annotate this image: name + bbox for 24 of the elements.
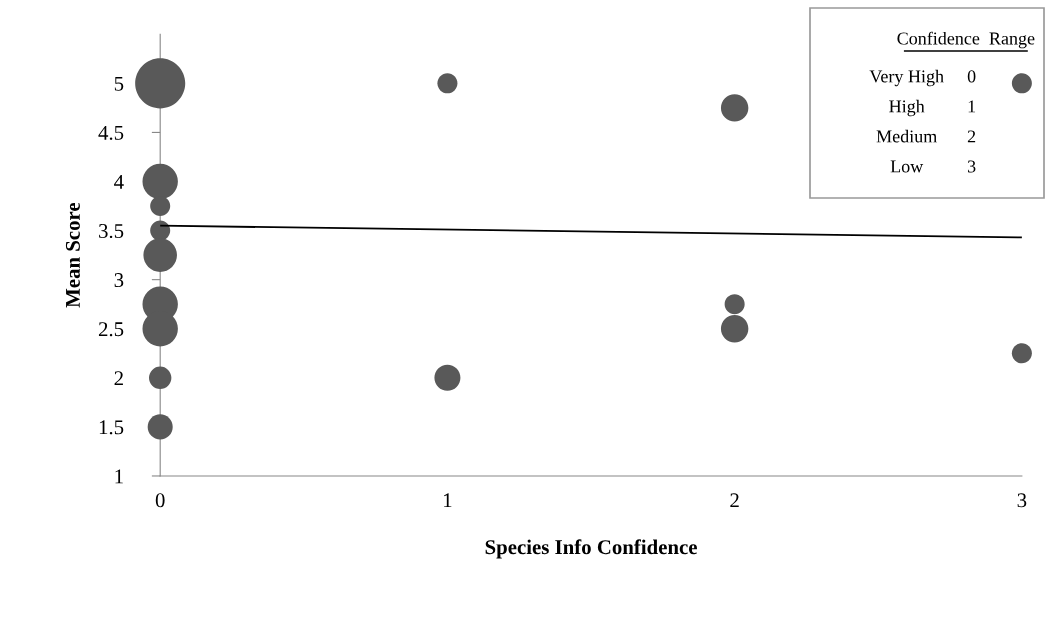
annotation: Very High xyxy=(869,69,944,87)
y-tick-label: 1.5 xyxy=(99,420,124,435)
annotation: 0 xyxy=(967,70,976,83)
annotation: Confidence Range xyxy=(897,31,1035,49)
annotation: High xyxy=(889,99,925,117)
annotation: 3 xyxy=(967,160,976,173)
y-tick-label: 5 xyxy=(114,76,124,91)
annotation: 1 xyxy=(968,100,976,113)
y-tick-label: 2.5 xyxy=(98,322,124,337)
y-tick-label: 3.5 xyxy=(99,224,124,239)
x-tick-label: 3 xyxy=(1017,493,1027,508)
y-tick-label: 1 xyxy=(115,469,123,484)
y-tick-label: 4.5 xyxy=(98,125,124,140)
y-tick-label: 4 xyxy=(114,175,124,189)
x-tick-label: 1 xyxy=(444,493,452,508)
annotation: 2 xyxy=(967,130,976,143)
annotation: Medium xyxy=(876,129,938,143)
annotation: Low xyxy=(890,160,924,173)
y-axis-title: Mean Score xyxy=(65,202,80,308)
x-tick-label: 0 xyxy=(155,493,165,508)
x-tick-label: 2 xyxy=(730,493,739,508)
x-axis-title: Species Info Confidence xyxy=(485,539,697,559)
y-tick-label: 3 xyxy=(114,273,124,288)
y-tick-label: 2 xyxy=(114,371,123,386)
